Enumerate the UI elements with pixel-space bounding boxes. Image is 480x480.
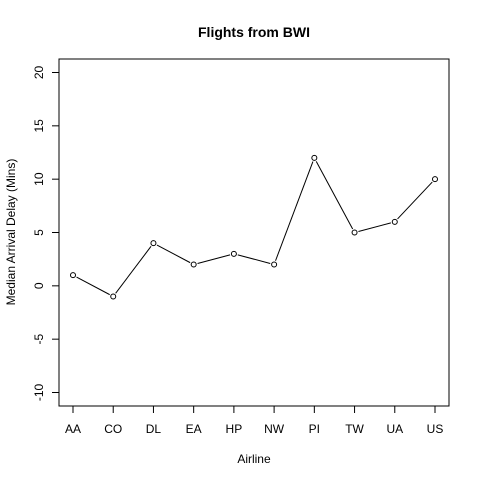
data-point	[70, 272, 76, 279]
y-axis-label: Median Arrival Delay (Mins)	[4, 159, 18, 306]
y-tick-label: 10	[32, 172, 46, 186]
y-tick-label: 0	[32, 282, 46, 289]
data-point	[391, 218, 398, 225]
data-point	[150, 240, 157, 247]
series-line-segment	[156, 244, 191, 264]
series-line-segment	[397, 181, 433, 220]
series-line-segment	[197, 254, 231, 264]
y-axis: -10 -5 0 5 10 15 20	[32, 66, 59, 402]
series-line-segment	[358, 222, 392, 232]
y-tick-label: -10	[32, 384, 46, 402]
data-point	[271, 261, 278, 268]
x-axis: AA CO DL EA HP NW PI TW UA US	[65, 406, 443, 436]
data-point	[230, 250, 237, 257]
series-line-segment	[76, 276, 110, 296]
x-tick-label: US	[427, 422, 444, 436]
series	[70, 154, 438, 300]
x-tick-label: CO	[104, 422, 122, 436]
data-point	[190, 261, 197, 268]
y-tick-label: 5	[32, 229, 46, 236]
x-tick-label: DL	[146, 422, 162, 436]
x-tick-label: TW	[345, 422, 364, 436]
y-tick-label: -5	[32, 334, 46, 345]
data-point	[351, 229, 358, 236]
x-tick-label: EA	[186, 422, 202, 436]
series-line-segment	[315, 161, 354, 230]
x-axis-label: Airline	[237, 452, 271, 466]
series-line-segment	[115, 246, 152, 294]
y-tick-label: 20	[32, 66, 46, 80]
data-point	[432, 176, 438, 183]
x-tick-label: AA	[65, 422, 81, 436]
x-tick-label: PI	[309, 422, 320, 436]
x-tick-label: UA	[386, 422, 403, 436]
x-tick-label: HP	[226, 422, 243, 436]
chart-title: Flights from BWI	[198, 24, 310, 40]
data-point	[311, 154, 318, 161]
x-tick-label: NW	[264, 422, 285, 436]
plot-frame	[58, 58, 450, 407]
series-line-segment	[275, 161, 314, 261]
series-line-segment	[237, 254, 271, 264]
data-point	[110, 293, 117, 300]
y-tick-label: 15	[32, 119, 46, 133]
